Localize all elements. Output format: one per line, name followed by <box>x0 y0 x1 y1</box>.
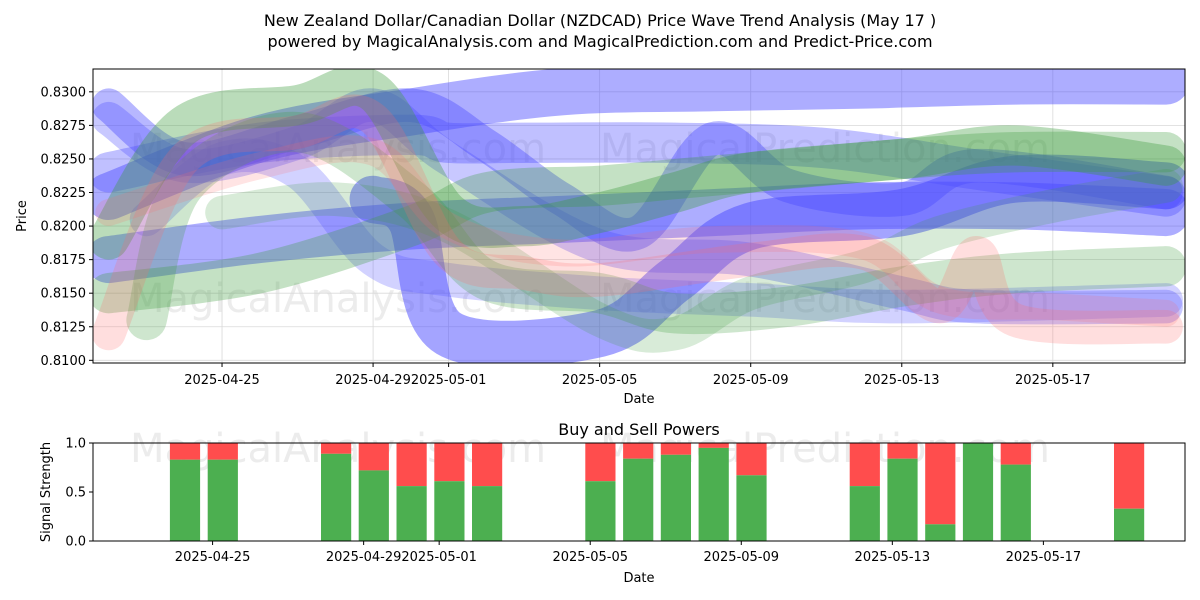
buy-power-bar <box>396 486 427 541</box>
price-y-axis-label: Price <box>15 200 30 232</box>
watermark-mid-left: MagicalAnalysis.com <box>130 276 546 322</box>
signal-y-axis-ticks: 0.0 0.5 1.0 <box>65 437 93 550</box>
buy-power-bar <box>1114 508 1145 541</box>
price-x-tick-label: 2025-04-25 <box>184 373 260 388</box>
price-wave-band-green <box>205 169 1183 353</box>
price-wave-band-blue <box>349 154 1185 363</box>
buy-power-bar <box>169 459 201 541</box>
chart-title-line2: powered by MagicalAnalysis.com and Magic… <box>267 32 932 51</box>
price-x-axis-ticks: 2025-04-25 2025-04-29 2025-05-01 2025-05-05… <box>184 363 1091 388</box>
price-plot-frame <box>92 68 1186 364</box>
buy-power-bar <box>1000 464 1031 541</box>
signal-chart-title: Buy and Sell Powers <box>558 420 720 439</box>
buy-power-bar <box>849 486 880 541</box>
buy-power-bar <box>736 475 767 541</box>
price-wave-band-red <box>93 94 1183 351</box>
price-x-tick-label: 2025-04-29 <box>335 373 411 388</box>
buy-power-bar <box>698 447 729 541</box>
sell-power-bar <box>925 443 956 525</box>
sell-power-bar <box>1000 443 1031 465</box>
buy-power-bar <box>358 470 389 541</box>
signal-y-axis-label: Signal Strength <box>39 442 54 542</box>
price-y-tick-label: 0.8250 <box>41 152 87 167</box>
price-wave-band-green <box>93 131 1185 314</box>
sell-power-bar <box>321 443 352 454</box>
price-wave-band-blue <box>129 138 1183 324</box>
buy-power-bar <box>623 458 654 541</box>
buy-power-bar <box>660 454 691 541</box>
sell-power-bar <box>1114 443 1145 509</box>
price-y-tick-label: 0.8175 <box>41 253 87 268</box>
price-x-tick-label: 2025-05-01 <box>411 373 487 388</box>
price-wave-band-red <box>95 135 1180 327</box>
signal-x-tick-label: 2025-04-29 <box>326 550 402 565</box>
sell-power-bar <box>887 443 918 459</box>
sell-power-bar <box>698 443 729 448</box>
signal-x-axis-label: Date <box>623 571 654 586</box>
price-x-axis-label: Date <box>623 392 654 407</box>
buy-power-bar <box>585 481 616 541</box>
signal-x-tick-label: 2025-05-05 <box>552 550 628 565</box>
price-x-tick-label: 2025-05-17 <box>1015 373 1091 388</box>
signal-y-tick-label: 0.5 <box>65 486 86 501</box>
price-y-tick-label: 0.8275 <box>41 119 87 134</box>
price-wave-band-blue <box>93 88 1183 252</box>
watermark-top-left: MagicalAnalysis.com <box>130 126 546 172</box>
signal-x-tick-label: 2025-05-01 <box>401 550 477 565</box>
price-wave-bands <box>93 69 1185 363</box>
price-wave-band-blue <box>93 114 1185 217</box>
sell-power-bar <box>207 443 238 460</box>
price-y-tick-label: 0.8125 <box>41 320 87 335</box>
signal-x-axis-ticks: 2025-04-25 2025-04-29 2025-05-01 2025-05-05… <box>175 541 1081 565</box>
buy-power-bar <box>925 524 956 541</box>
price-y-tick-label: 0.8100 <box>41 354 87 369</box>
sell-power-bar <box>472 443 503 487</box>
price-series-group <box>93 69 1185 363</box>
price-x-tick-label: 2025-05-05 <box>562 373 638 388</box>
signal-bars <box>169 443 1145 541</box>
buy-power-bar <box>434 481 465 541</box>
sell-power-bar <box>660 443 691 455</box>
price-x-tick-label: 2025-05-13 <box>864 373 940 388</box>
signal-y-tick-label: 0.0 <box>65 535 86 550</box>
price-wave-band-green <box>93 69 1185 260</box>
sell-power-bar <box>623 443 654 459</box>
signal-x-tick-label: 2025-05-17 <box>1006 550 1082 565</box>
signal-y-tick-label: 1.0 <box>65 437 86 452</box>
price-y-tick-label: 0.8225 <box>41 186 87 201</box>
sell-power-bar <box>736 443 767 476</box>
price-x-tick-label: 2025-05-09 <box>713 373 789 388</box>
chart-title-line1: New Zealand Dollar/Canadian Dollar (NZDC… <box>264 11 936 30</box>
price-y-tick-label: 0.8200 <box>41 220 87 235</box>
signal-x-tick-label: 2025-05-09 <box>703 550 779 565</box>
price-wave-band-green <box>126 111 1185 341</box>
price-wave-band-blue <box>93 69 1185 220</box>
sell-power-bar <box>396 443 427 487</box>
sell-power-bar <box>169 443 201 460</box>
price-y-axis-ticks: 0.8100 0.8125 0.8150 0.8175 0.8200 0.8225 0.82… <box>41 85 93 369</box>
buy-power-bar <box>321 453 352 541</box>
signal-x-tick-label: 2025-05-13 <box>855 550 931 565</box>
buy-power-bar <box>962 443 994 541</box>
sell-power-bar <box>849 443 880 487</box>
buy-power-bar <box>887 458 918 541</box>
sell-power-bar <box>434 443 465 482</box>
price-wave-band-blue <box>93 88 1183 325</box>
price-y-tick-label: 0.8150 <box>41 287 87 302</box>
sell-power-bar <box>585 443 616 482</box>
sell-power-bar <box>358 443 389 471</box>
price-y-tick-label: 0.8300 <box>41 85 87 100</box>
signal-x-tick-label: 2025-04-25 <box>175 550 251 565</box>
buy-power-bar <box>207 459 238 541</box>
buy-power-bar <box>472 486 503 541</box>
